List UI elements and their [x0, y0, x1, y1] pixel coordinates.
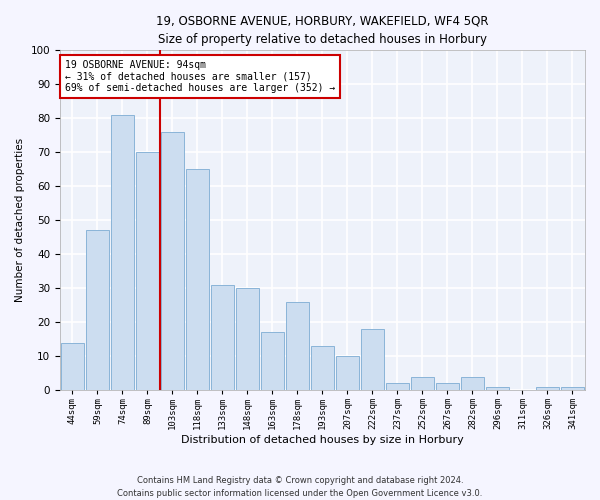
- Bar: [111, 114, 134, 390]
- Bar: [461, 376, 484, 390]
- Bar: [361, 329, 384, 390]
- Bar: [261, 332, 284, 390]
- Bar: [211, 285, 234, 390]
- Bar: [486, 387, 509, 390]
- Bar: [311, 346, 334, 390]
- X-axis label: Distribution of detached houses by size in Horbury: Distribution of detached houses by size …: [181, 435, 464, 445]
- Y-axis label: Number of detached properties: Number of detached properties: [15, 138, 25, 302]
- Title: 19, OSBORNE AVENUE, HORBURY, WAKEFIELD, WF4 5QR
Size of property relative to det: 19, OSBORNE AVENUE, HORBURY, WAKEFIELD, …: [156, 15, 489, 46]
- Bar: [536, 387, 559, 390]
- Bar: [436, 384, 459, 390]
- Text: 19 OSBORNE AVENUE: 94sqm
← 31% of detached houses are smaller (157)
69% of semi-: 19 OSBORNE AVENUE: 94sqm ← 31% of detach…: [65, 60, 335, 94]
- Bar: [161, 132, 184, 390]
- Text: Contains HM Land Registry data © Crown copyright and database right 2024.
Contai: Contains HM Land Registry data © Crown c…: [118, 476, 482, 498]
- Bar: [286, 302, 309, 390]
- Bar: [186, 169, 209, 390]
- Bar: [561, 387, 584, 390]
- Bar: [411, 376, 434, 390]
- Bar: [336, 356, 359, 390]
- Bar: [236, 288, 259, 390]
- Bar: [61, 342, 84, 390]
- Bar: [386, 384, 409, 390]
- Bar: [136, 152, 159, 390]
- Bar: [86, 230, 109, 390]
